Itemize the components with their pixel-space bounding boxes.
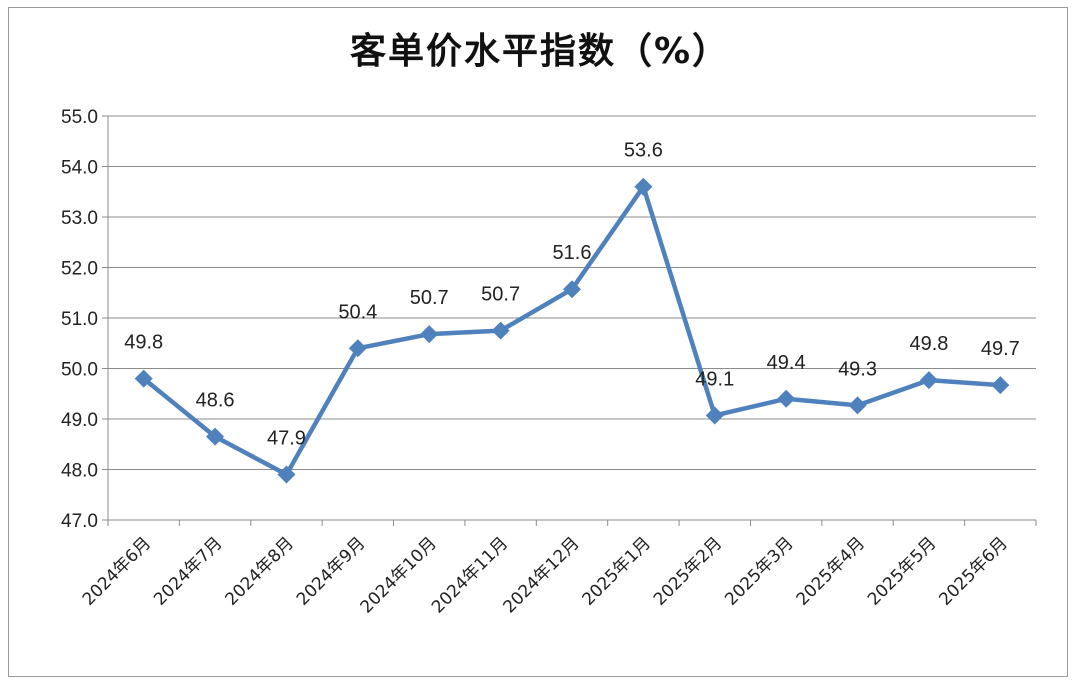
data-point bbox=[919, 371, 938, 390]
data-label: 49.3 bbox=[838, 358, 877, 380]
x-tick-label: 2024年12月 bbox=[499, 533, 583, 617]
y-tick-label: 50.0 bbox=[61, 360, 98, 381]
data-point bbox=[277, 465, 296, 484]
data-label: 48.6 bbox=[196, 390, 235, 412]
x-tick-label: 2024年10月 bbox=[357, 533, 441, 617]
data-point bbox=[848, 396, 867, 415]
data-label: 49.7 bbox=[981, 338, 1020, 360]
data-point bbox=[134, 369, 153, 388]
data-label: 49.8 bbox=[909, 333, 948, 355]
y-tick-label: 48.0 bbox=[61, 461, 98, 482]
data-label: 49.8 bbox=[124, 332, 163, 354]
data-point bbox=[705, 406, 724, 425]
data-point bbox=[491, 321, 510, 340]
x-tick-label: 2024年11月 bbox=[428, 533, 512, 617]
chart-title: 客单价水平指数（%） bbox=[349, 31, 731, 72]
data-label: 49.1 bbox=[695, 368, 734, 390]
data-label: 50.7 bbox=[481, 284, 520, 306]
data-point bbox=[991, 376, 1010, 395]
data-point bbox=[420, 325, 439, 344]
data-label: 50.7 bbox=[410, 287, 449, 309]
data-label: 49.4 bbox=[767, 352, 806, 374]
x-tick-label: 2025年4月 bbox=[793, 533, 869, 609]
y-tick-label: 51.0 bbox=[61, 309, 98, 330]
x-tick-label: 2025年1月 bbox=[578, 533, 654, 609]
data-point bbox=[777, 389, 796, 408]
data-point bbox=[634, 177, 653, 196]
x-tick-label: 2024年6月 bbox=[79, 533, 155, 609]
x-tick-label: 2024年7月 bbox=[150, 533, 226, 609]
y-tick-label: 55.0 bbox=[61, 107, 98, 128]
data-point bbox=[348, 339, 367, 358]
chart-frame bbox=[8, 7, 1068, 677]
y-tick-label: 53.0 bbox=[61, 208, 98, 229]
data-point bbox=[563, 280, 581, 299]
x-tick-label: 2025年2月 bbox=[650, 533, 726, 609]
data-label: 50.4 bbox=[338, 301, 377, 323]
x-tick-label: 2025年3月 bbox=[721, 533, 797, 609]
y-tick-label: 49.0 bbox=[61, 410, 98, 431]
x-tick-label: 2025年6月 bbox=[935, 533, 1011, 609]
y-tick-label: 54.0 bbox=[61, 158, 98, 179]
x-tick-label: 2024年8月 bbox=[222, 533, 298, 609]
y-tick-label: 52.0 bbox=[61, 259, 98, 280]
data-label: 53.6 bbox=[624, 140, 663, 162]
x-tick-label: 2025年5月 bbox=[864, 533, 940, 609]
data-label: 51.6 bbox=[553, 242, 592, 264]
x-tick-label: 2024年9月 bbox=[293, 533, 369, 609]
data-point bbox=[206, 427, 225, 446]
data-label: 47.9 bbox=[267, 428, 306, 450]
y-tick-label: 47.0 bbox=[61, 511, 98, 532]
